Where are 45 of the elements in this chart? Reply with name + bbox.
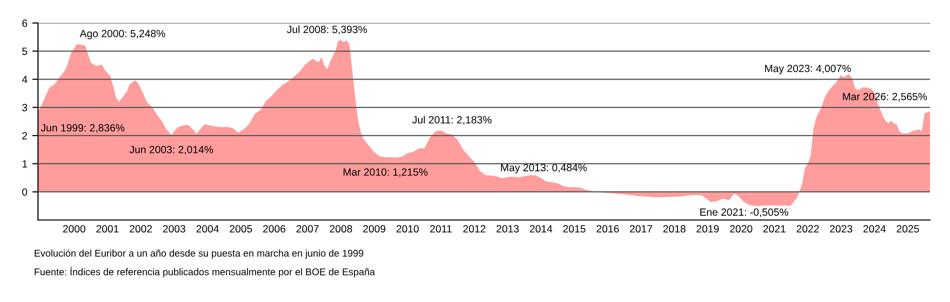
x-tick-label: 2002 bbox=[130, 225, 152, 233]
text: Evolución del Euribor a un año desde su puesta en marcha en junio de 1999 bbox=[34, 249, 364, 259]
annotation: Mar 2026: 2,565% bbox=[842, 92, 927, 102]
y-tick-label: 0 bbox=[22, 188, 28, 196]
source-note: Fuente: Índices de referencia publicados mensualmente por el BOE de España bbox=[34, 266, 376, 278]
x-tick-label: 2003 bbox=[163, 225, 186, 233]
x-tick-label: 2012 bbox=[463, 225, 486, 233]
x-tick-label: 2025 bbox=[896, 225, 919, 233]
x-tick-label: 2013 bbox=[496, 225, 519, 233]
y-tick-label: 3 bbox=[22, 104, 28, 112]
x-tick-label: 2010 bbox=[396, 225, 419, 233]
x-tick-label: 2023 bbox=[830, 225, 852, 233]
x-tick-label: 2022 bbox=[796, 225, 819, 233]
x-tick-label: 2018 bbox=[663, 225, 686, 233]
x-tick-label: 2014 bbox=[530, 225, 552, 233]
y-tick-label: 1 bbox=[22, 160, 28, 168]
annotation: Jun 2003: 2,014% bbox=[130, 146, 214, 154]
x-tick-label: 2016 bbox=[596, 225, 619, 233]
y-tick-label: 5 bbox=[22, 48, 28, 56]
y-tick-label: 2 bbox=[22, 132, 28, 140]
x-tick-label: 2009 bbox=[363, 225, 386, 233]
annotation: May 2013: 0,484% bbox=[501, 164, 587, 174]
x-tick-label: 2020 bbox=[730, 225, 752, 233]
x-tick-label: 2017 bbox=[630, 225, 652, 233]
x-tick-label: 2004 bbox=[196, 225, 219, 233]
x-tick-label: 2024 bbox=[863, 225, 886, 233]
annotation: Jul 2011: 2,183% bbox=[412, 116, 492, 125]
x-tick-label: 2001 bbox=[96, 225, 119, 233]
x-tick-label: 2011 bbox=[430, 225, 452, 233]
x-tick-label: 2000 bbox=[63, 225, 86, 233]
x-tick-label: 2019 bbox=[696, 225, 719, 233]
x-tick-label: 2015 bbox=[563, 225, 586, 233]
x-tick-label: 2008 bbox=[330, 225, 352, 233]
annotation: May 2023: 4,007% bbox=[765, 64, 851, 74]
annotation: Ene 2021: -0,505% bbox=[700, 208, 788, 218]
x-tick-label: 2006 bbox=[263, 225, 286, 233]
x-tick-label: 2021 bbox=[763, 225, 786, 233]
y-tick-label: 4 bbox=[22, 76, 28, 84]
annotation: Jul 2008: 5,393% bbox=[286, 26, 367, 34]
y-tick-label: 6 bbox=[22, 20, 28, 27]
annotation: Jun 1999: 2,836% bbox=[40, 124, 124, 133]
annotation: Mar 2010: 1,215% bbox=[344, 168, 428, 177]
annotation: Ago 2000: 5,248% bbox=[80, 30, 166, 40]
x-tick-label: 2007 bbox=[296, 225, 319, 233]
x-tick-label: 2005 bbox=[230, 225, 252, 233]
